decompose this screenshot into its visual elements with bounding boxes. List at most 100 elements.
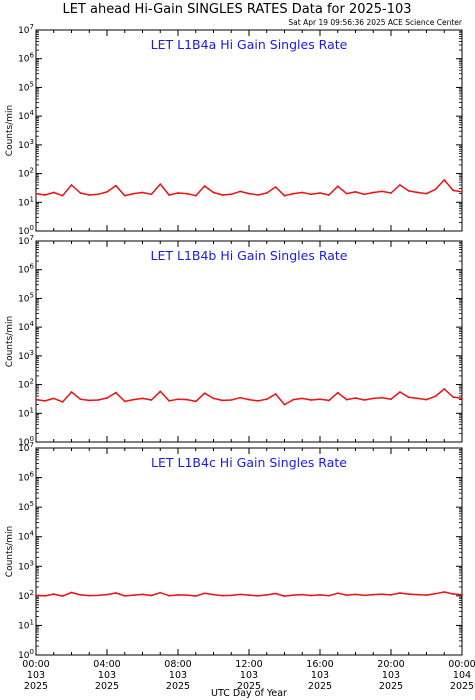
data-point: [132, 594, 135, 597]
data-point: [230, 399, 233, 401]
data-point: [416, 397, 419, 400]
data-point: [221, 594, 224, 597]
data-point: [398, 391, 401, 393]
data-point: [301, 191, 304, 194]
data-point: [292, 594, 295, 597]
data-point: [354, 593, 357, 596]
data-point: [319, 192, 321, 194]
data-point: [319, 593, 321, 596]
data-point: [123, 594, 126, 597]
data-point: [230, 193, 233, 196]
y-tick-label: 107: [18, 441, 34, 454]
data-point: [43, 194, 46, 196]
data-point: [43, 399, 46, 402]
y-tick-label: 103: [18, 349, 34, 362]
data-point: [434, 188, 437, 191]
y-tick-label: 102: [18, 589, 34, 602]
data-point: [52, 397, 55, 400]
data-point: [141, 593, 144, 596]
plot-frame: [35, 447, 463, 656]
x-tick-label-doy: 103: [311, 670, 329, 681]
y-tick-label: 107: [18, 23, 34, 36]
data-point: [114, 391, 117, 394]
y-tick-label: 106: [18, 263, 34, 276]
data-point: [239, 190, 242, 193]
x-tick-label-doy: 103: [382, 670, 400, 681]
y-tick-label: 107: [18, 234, 34, 247]
data-point: [88, 594, 91, 597]
data-point: [177, 398, 179, 401]
y-tick-label: 103: [18, 138, 34, 151]
data-point: [248, 398, 250, 401]
y-tick-label: 104: [18, 109, 34, 122]
data-point: [123, 194, 126, 197]
x-tick-label-doy: 103: [98, 670, 116, 681]
y-tick-label: 106: [18, 52, 34, 65]
data-point: [194, 400, 197, 403]
data-point: [194, 595, 197, 597]
data-point: [398, 592, 401, 594]
data-point: [35, 192, 37, 195]
data-point: [416, 593, 419, 596]
data-point: [177, 593, 179, 596]
data-point: [132, 398, 135, 401]
data-point: [194, 194, 197, 197]
x-tick-label-doy: 103: [240, 670, 258, 681]
data-point: [61, 194, 64, 197]
y-axis-label: Counts/min: [5, 526, 15, 577]
panel-title: LET L1B4a Hi Gain Singles Rate: [151, 37, 348, 52]
data-point: [265, 593, 268, 596]
data-point: [114, 184, 117, 187]
data-point: [301, 593, 304, 596]
data-point: [256, 399, 259, 402]
y-tick-label: 106: [18, 471, 34, 484]
data-point: [434, 395, 437, 398]
x-tick-label-time: 12:00: [235, 659, 262, 670]
data-point: [336, 592, 339, 595]
data-point: [283, 595, 286, 598]
data-point: [106, 593, 108, 596]
data-point: [221, 399, 224, 402]
data-point: [88, 399, 91, 402]
y-tick-label: 100: [18, 224, 34, 237]
x-tick-label-time: 16:00: [306, 659, 333, 670]
data-point: [283, 403, 286, 406]
y-tick-label: 101: [18, 195, 34, 208]
y-tick-label: 101: [18, 406, 34, 419]
x-tick-label-time: 08:00: [164, 659, 191, 670]
data-point: [310, 399, 313, 401]
data-point: [265, 398, 268, 401]
data-point: [141, 397, 144, 400]
data-point: [141, 191, 144, 194]
data-point: [185, 192, 188, 195]
data-point: [52, 191, 55, 194]
panel-2: 100 101 102 103 104 105 106 107 Counts/min LET L1…: [5, 234, 463, 448]
data-point: [345, 192, 348, 195]
y-tick-label: 100: [18, 648, 34, 661]
data-point: [168, 194, 171, 196]
data-point: [363, 594, 366, 597]
data-point: [168, 594, 171, 597]
data-point: [354, 190, 357, 193]
y-axis-label: Counts/min: [5, 105, 15, 156]
data-point: [177, 192, 179, 194]
data-point: [310, 594, 313, 597]
data-point: [292, 398, 295, 401]
x-tick-label-year: 2025: [379, 681, 403, 692]
data-point: [70, 184, 73, 186]
data-point: [461, 190, 463, 193]
data-point: [70, 391, 73, 393]
data-point: [123, 400, 126, 403]
data-point: [52, 593, 55, 595]
data-point: [292, 192, 295, 195]
data-point: [106, 397, 108, 399]
x-tick-label-doy: 104: [453, 670, 471, 681]
y-tick-label: 105: [18, 500, 34, 513]
data-point: [212, 191, 215, 194]
data-point: [461, 593, 463, 596]
data-point: [407, 396, 410, 399]
data-point: [452, 189, 455, 192]
data-point: [150, 193, 153, 196]
x-tick-label-time: 04:00: [93, 659, 120, 670]
